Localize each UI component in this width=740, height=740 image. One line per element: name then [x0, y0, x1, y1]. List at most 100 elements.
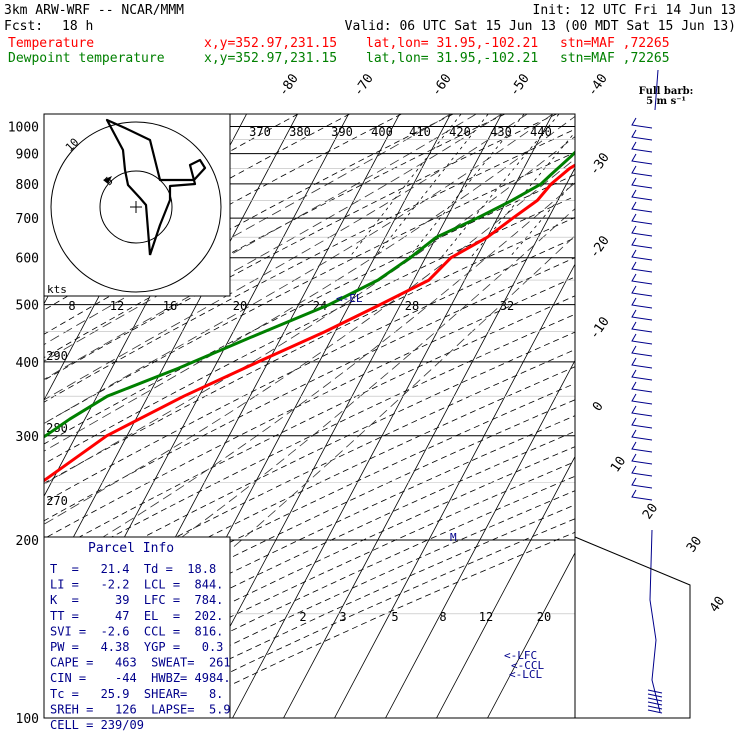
theta-tick-label: 390 — [331, 125, 353, 139]
temperature-latlon: lat,lon= 31.95,-102.21 — [366, 36, 538, 51]
wind-barb-icon — [631, 405, 653, 417]
sounding-traces — [44, 150, 575, 483]
lcl-label: <-LCL — [509, 668, 542, 681]
theta-tick-label: 370 — [249, 125, 271, 139]
moist-adiabat-line — [44, 114, 528, 401]
wind-barb-icon — [631, 429, 653, 441]
isotherm-line — [181, 114, 502, 718]
dry-adiabat-line — [44, 313, 575, 574]
wind-barb-icon — [647, 705, 663, 710]
wind-barb-icon — [631, 417, 653, 429]
moist-adiabat-line — [44, 136, 575, 485]
mixing-ratio-tick-label: 20 — [537, 610, 551, 624]
temperature-stn: stn=MAF ,72265 — [560, 36, 670, 51]
wind-barb-icon — [631, 369, 653, 381]
theta-tick-label: 290 — [46, 349, 68, 363]
wind-barb-icon — [631, 441, 653, 453]
moist-adiabat-line — [209, 235, 575, 568]
wind-barb-icon — [631, 129, 653, 141]
isotherm-line — [436, 455, 575, 718]
pressure-tick-label: 200 — [16, 534, 39, 549]
wind-barb-icon — [647, 697, 663, 702]
full-barb-unit: 5 m s⁻¹ — [646, 96, 686, 107]
hodograph-arrow-icon — [103, 176, 112, 184]
isotherm-tick-label: -50 — [507, 71, 533, 99]
mixing-ratio-line — [470, 131, 575, 258]
wind-barb-icon — [631, 309, 653, 321]
hodograph-speed-label: 32 — [500, 299, 514, 313]
parcel-info-row: Tc = 25.9 SHEAR= 8. — [50, 687, 223, 701]
dry-adiabat-line — [44, 151, 575, 424]
wind-top-line — [654, 69, 659, 111]
wind-barb-icon — [631, 225, 653, 237]
dry-adiabat-line — [44, 446, 575, 698]
parcel-info-row: CAPE = 463 SWEAT= 261 — [50, 656, 231, 670]
pressure-tick-label: 800 — [16, 178, 39, 193]
isotherm-tick-label: 10 — [608, 454, 629, 475]
wind-barb-icon — [631, 249, 653, 261]
pressure-tick-label: 400 — [16, 356, 39, 371]
isotherm-line — [283, 167, 575, 718]
wind-barbs — [631, 69, 663, 714]
isotherm-line — [487, 552, 575, 718]
hodograph-ring-outer — [50, 121, 222, 293]
mixing-ratio-lines — [348, 114, 575, 258]
wind-scale — [574, 536, 691, 719]
moist-adiabat-line — [44, 114, 477, 362]
plot-frame — [43, 113, 576, 719]
isotherm-tick-label: -20 — [587, 233, 613, 261]
theta-tick-label: 400 — [371, 125, 393, 139]
dry-adiabat-line — [44, 415, 575, 669]
wind-barb-icon — [647, 709, 663, 714]
mixing-ratio-tick-label: 2 — [299, 610, 306, 624]
wind-barb-icon — [631, 141, 653, 153]
parcel-info-row: CELL = 239/09 — [50, 718, 144, 732]
wind-barb-icon — [631, 393, 653, 405]
temperature-line — [44, 163, 575, 483]
wind-barb-icon — [631, 117, 653, 129]
wind-barb-icon — [631, 177, 653, 189]
parcel-info-row: LI = -2.2 LCL = 844. — [50, 578, 223, 592]
dry-adiabat-line — [44, 276, 575, 540]
wind-barb-icon — [631, 165, 653, 177]
wind-barb-icon — [631, 237, 653, 249]
isotherm-tick-label: 0 — [590, 399, 607, 414]
model-title: 3km ARW-WRF -- NCAR/MMM — [4, 3, 184, 18]
isotherm-line — [232, 114, 553, 718]
m-label: M — [450, 531, 457, 544]
wind-barb-icon — [631, 381, 653, 393]
hodograph-speed-label: 28 — [405, 299, 419, 313]
moist-adiabat-line — [44, 115, 575, 452]
theta-tick-label: 420 — [449, 125, 471, 139]
moist-adiabat-line — [44, 114, 451, 346]
mixing-ratio-line — [374, 114, 489, 258]
wind-barb-icon — [631, 297, 653, 309]
wind-barb-icon — [631, 489, 653, 501]
wind-barb-icon — [631, 477, 653, 489]
wind-barb-icon — [631, 357, 653, 369]
parcel-info-row: TT = 47 EL = 202. — [50, 609, 223, 623]
wind-scale-outline — [574, 536, 691, 719]
isotherm-line — [334, 263, 575, 718]
hodograph: 10 5 kts — [43, 113, 231, 297]
dry-adiabat-line — [44, 399, 575, 654]
temperature-xy: x,y=352.97,231.15 — [204, 36, 337, 51]
mixing-ratio-tick-label: 5 — [391, 610, 398, 624]
pressure-tick-label: 600 — [16, 252, 39, 267]
pressure-tick-label: 700 — [16, 212, 39, 227]
isotherm-line — [0, 114, 43, 718]
pressure-tick-label: 1000 — [8, 121, 39, 136]
wind-barb-icon — [631, 273, 653, 285]
isotherm-line — [44, 114, 298, 594]
wind-barb-icon — [631, 333, 653, 345]
dry-adiabat-line — [44, 128, 575, 403]
hodograph-kts-label: kts — [47, 283, 67, 296]
dry-adiabat-line — [44, 331, 575, 591]
isotherm-line — [385, 359, 575, 718]
mixing-ratio-tick-label: 8 — [439, 610, 446, 624]
parcel-info-row: PW = 4.38 YGP = 0.3 — [50, 640, 223, 654]
theta-tick-label: 440 — [530, 125, 552, 139]
fcst-value: 18 h — [62, 19, 93, 34]
wind-barb-icon — [631, 465, 653, 477]
wind-barb-icon — [631, 453, 653, 465]
